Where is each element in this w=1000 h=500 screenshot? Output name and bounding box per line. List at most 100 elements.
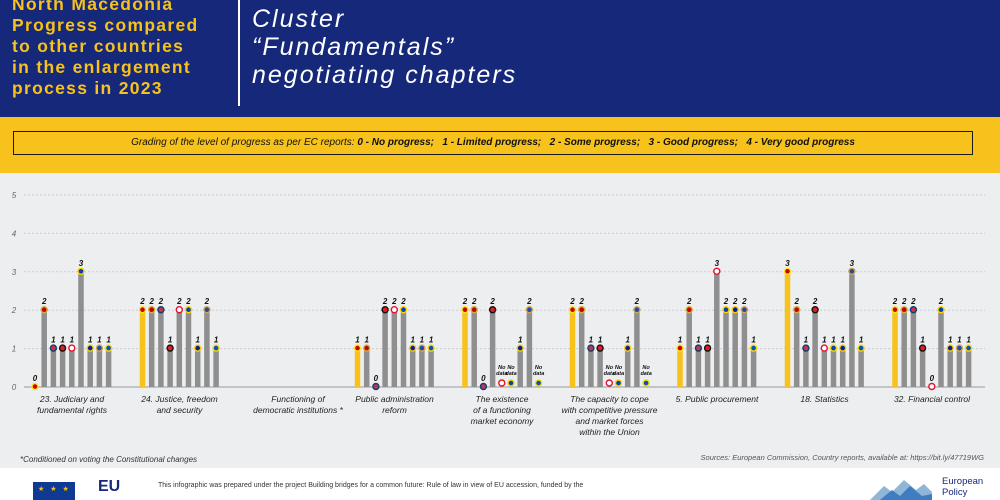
north-macedonia-flag xyxy=(568,305,577,314)
serbia-flag xyxy=(802,344,810,352)
bar xyxy=(569,310,576,387)
data-label: 2 xyxy=(686,297,692,306)
bar xyxy=(158,310,164,387)
y-tick-label: 4 xyxy=(12,229,17,238)
bar xyxy=(213,348,219,387)
ukraine-flag xyxy=(534,379,543,387)
bar xyxy=(462,310,468,387)
bar xyxy=(105,348,112,387)
data-label: 2 xyxy=(793,297,799,306)
albania-flag xyxy=(811,305,819,314)
bar xyxy=(695,348,702,387)
data-label: 2 xyxy=(139,297,145,306)
data-label: 2 xyxy=(634,297,640,306)
moldova-flag xyxy=(829,344,838,352)
bar xyxy=(714,271,720,387)
north-macedonia-flag xyxy=(353,344,362,352)
category-label: The capacity to cope with competitive pre… xyxy=(562,394,658,437)
bar xyxy=(784,271,791,387)
header-left-title: North Macedonia Progress compared to oth… xyxy=(12,0,232,99)
serbia-flag xyxy=(372,382,380,391)
kosovo-flag xyxy=(740,305,749,314)
header: North Macedonia Progress compared to oth… xyxy=(0,0,1000,117)
data-label: 1 xyxy=(214,336,219,345)
moldova-flag xyxy=(722,305,730,314)
eu-flag-icon xyxy=(33,482,75,500)
data-label: 3 xyxy=(850,259,855,268)
montenegro-flag xyxy=(147,305,156,314)
header-country: North Macedonia xyxy=(12,0,174,14)
north-macedonia-flag xyxy=(31,382,39,391)
grading-item: 0 - No progress; xyxy=(357,137,435,148)
bosnia-herzegovina-flag xyxy=(193,344,202,352)
data-label: 1 xyxy=(751,336,756,345)
category-label: 18. Statistics xyxy=(800,394,849,404)
data-label: 2 xyxy=(462,297,468,306)
bosnia-herzegovina-flag xyxy=(946,344,954,352)
bar xyxy=(677,348,683,387)
grading-item: 2 - Some progress; xyxy=(549,137,641,148)
serbia-flag xyxy=(694,344,703,352)
no-data-label: No data xyxy=(496,365,507,377)
data-label: 3 xyxy=(715,259,720,268)
bar xyxy=(526,310,533,387)
data-label: 2 xyxy=(400,297,406,306)
data-label: 1 xyxy=(195,336,200,345)
bar xyxy=(185,310,192,387)
grading-item: 3 - Good progress; xyxy=(648,137,738,148)
bar xyxy=(956,348,963,387)
bar xyxy=(588,348,594,387)
moldova-flag xyxy=(77,267,85,276)
footnote: *Conditioned on voting the Constitutiona… xyxy=(20,455,198,464)
category-label: 23. Judiciary and fundamental rights xyxy=(37,394,108,415)
albania-flag xyxy=(58,344,67,352)
no-data-label: No data xyxy=(613,365,624,377)
serbia-flag xyxy=(157,305,165,314)
data-label: 1 xyxy=(859,336,864,345)
ukraine-flag xyxy=(212,344,220,352)
georgia-flag xyxy=(498,379,506,387)
bar xyxy=(578,310,585,387)
data-label: 2 xyxy=(471,297,477,306)
legend-band xyxy=(0,117,1000,173)
moldova-flag xyxy=(399,305,408,314)
grading-legend: Grading of the level of progress as per … xyxy=(13,131,973,155)
bosnia-herzegovina-flag xyxy=(86,344,94,352)
mountains-logo-icon xyxy=(870,480,932,500)
data-label: 1 xyxy=(957,336,962,345)
data-label: 1 xyxy=(589,336,594,345)
north-macedonia-flag xyxy=(138,305,147,314)
category-label: Functioning of democratic institutions * xyxy=(253,394,343,415)
bar xyxy=(50,348,57,387)
montenegro-flag xyxy=(793,305,801,314)
georgia-flag xyxy=(390,305,398,314)
bar xyxy=(167,348,173,387)
data-label: 1 xyxy=(70,336,75,345)
data-label: 1 xyxy=(168,336,173,345)
bar xyxy=(382,310,388,387)
header-left-line: to other countries xyxy=(12,36,185,56)
kosovo-flag xyxy=(525,305,534,314)
georgia-flag xyxy=(68,344,76,352)
data-label: 1 xyxy=(705,336,710,345)
bar xyxy=(69,348,75,387)
albania-flag xyxy=(703,344,712,352)
data-label: 1 xyxy=(97,336,102,345)
north-macedonia-flag xyxy=(783,267,792,276)
y-tick-label: 0 xyxy=(12,383,17,392)
kosovo-flag xyxy=(955,344,964,352)
bar xyxy=(400,310,407,387)
bar xyxy=(597,348,603,387)
ukraine-flag xyxy=(964,344,973,352)
data-label: 2 xyxy=(204,297,210,306)
bar xyxy=(938,310,944,387)
category-label: 32. Financial control xyxy=(894,394,971,404)
data-label: 1 xyxy=(88,336,93,345)
data-label: 2 xyxy=(910,297,916,306)
data-label: 1 xyxy=(420,336,425,345)
bar xyxy=(686,310,692,387)
data-label: 1 xyxy=(598,336,603,345)
albania-flag xyxy=(488,305,497,314)
data-label: 1 xyxy=(948,336,953,345)
category-label: Public administration reform xyxy=(355,394,434,415)
